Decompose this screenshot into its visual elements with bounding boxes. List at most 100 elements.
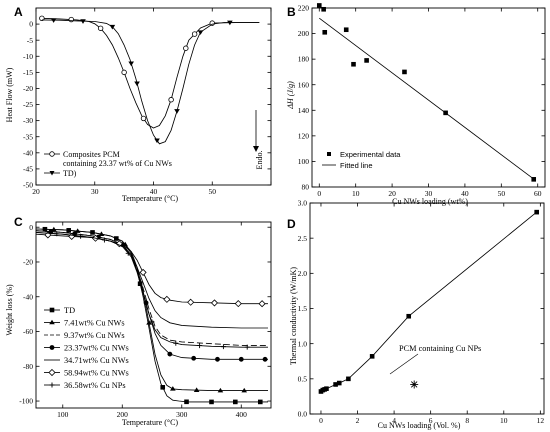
legend-entry-fitted-line: Fitted line bbox=[322, 161, 373, 170]
legend-label-7-41wt-cu-nws: 7.41wt% Cu NWs bbox=[64, 319, 125, 328]
panel-a-xtick-label: 50 bbox=[209, 187, 217, 196]
legend-entry-9-37wt-cu-nws: 9.37wt% Cu NWs bbox=[44, 331, 125, 340]
series-58-94wt-cu-nws-marker bbox=[187, 298, 195, 306]
legend-marker bbox=[49, 382, 55, 388]
panel-b-xtick-label: 20 bbox=[388, 189, 396, 198]
series-7-41wt-cu-nws-marker bbox=[170, 386, 176, 391]
series-td-marker bbox=[128, 61, 134, 67]
cu-nps-annotation-arrow bbox=[389, 353, 419, 375]
panel-a-ytick-label: -25 bbox=[23, 100, 33, 109]
series-composites-pcm-marker bbox=[68, 16, 74, 23]
experimental-data-point bbox=[321, 6, 326, 12]
series-36-58wt-cu-nps-line bbox=[35, 231, 268, 348]
legend-marker bbox=[48, 368, 56, 377]
panel-a-ytick-label: -30 bbox=[23, 116, 33, 125]
panel-b-xtick-label: 30 bbox=[425, 189, 433, 198]
panel-d-ytick-label: 2.0 bbox=[298, 269, 308, 278]
legend-entry-7-41wt-cu-nws: 7.41wt% Cu NWs bbox=[44, 319, 125, 328]
series-composites-pcm-marker bbox=[39, 15, 45, 21]
panel-c-plot-frame bbox=[35, 221, 272, 409]
series-23-37wt-cu-nws-marker bbox=[215, 356, 220, 362]
experimental-data-point bbox=[343, 27, 349, 33]
panel-d-xtick-label: 10 bbox=[500, 416, 508, 425]
series-58-94wt-cu-nws-marker bbox=[210, 299, 219, 307]
series-td-marker bbox=[257, 399, 263, 405]
panel-c-ylabel: Weight loss (%) bbox=[5, 284, 14, 336]
series-36-58wt-cu-nps-marker bbox=[78, 233, 84, 239]
experimental-data-point bbox=[364, 58, 369, 63]
series-58-94wt-cu-nws-marker bbox=[234, 300, 242, 308]
panel-b-ytick-label: 220 bbox=[298, 4, 310, 13]
legend-entry-td: TD bbox=[44, 306, 75, 315]
panel-d-xtick-label: 8 bbox=[465, 416, 469, 425]
panel-a-ytick-label: -10 bbox=[23, 52, 33, 61]
panel-b-xtick-label: 40 bbox=[461, 189, 469, 198]
series-36-58wt-cu-nps-marker bbox=[54, 231, 60, 237]
cu-nws-data-point bbox=[333, 382, 338, 387]
panel-a-xlabel: Temperature (°C) bbox=[122, 194, 179, 203]
legend-label-58-94wt-cu-nws: 58.94wt% Cu NWs bbox=[64, 369, 129, 378]
experimental-data-point bbox=[443, 110, 448, 116]
panel-b-label: B bbox=[287, 5, 296, 19]
legend-label-composites-pcm-line2: containing 23.37 wt% of Cu NWs bbox=[63, 159, 172, 168]
legend-entry-experimental-data: Experimental data bbox=[327, 150, 401, 159]
series-td-marker bbox=[134, 81, 140, 87]
panel-d-ylabel: Thermal conductivity (W/mK) bbox=[289, 267, 298, 366]
series-composites-pcm-marker bbox=[191, 31, 198, 37]
series-7-41wt-cu-nws-marker bbox=[98, 231, 105, 236]
panel-d-ytick-label: 0.0 bbox=[298, 410, 308, 419]
panel-b-ytick-label: 180 bbox=[298, 55, 310, 64]
panel-a-xtick-label: 40 bbox=[150, 187, 158, 196]
panel-b-xtick-label: 60 bbox=[534, 189, 542, 198]
series-td-marker bbox=[160, 385, 166, 390]
legend-label-fitted-line: Fitted line bbox=[340, 161, 373, 170]
experimental-data-point bbox=[351, 61, 356, 67]
experimental-data-point bbox=[316, 3, 322, 8]
series-td-marker bbox=[174, 109, 180, 114]
panel-d-xtick-label: 2 bbox=[356, 416, 360, 425]
panel-b-ytick-label: 200 bbox=[298, 29, 310, 38]
series-td-line bbox=[41, 19, 260, 145]
series-composites-pcm-marker bbox=[97, 25, 104, 31]
panel-c-xtick-label: 300 bbox=[176, 410, 188, 419]
legend-entry-td: TD) bbox=[44, 169, 77, 178]
series-58-94wt-cu-nws-marker bbox=[163, 295, 171, 303]
legend-label-composites-pcm-line1: Composites PCM bbox=[63, 150, 120, 159]
panel-a-ytick-label: -20 bbox=[23, 84, 33, 93]
panel-c-tga-chart: Temperature (°C) Weight loss (%) TD 7.41w… bbox=[5, 221, 272, 427]
series-composites-pcm-line bbox=[41, 17, 260, 129]
legend-label-34-71wt-cu-nws: 34.71wt% Cu NWs bbox=[64, 356, 129, 365]
panel-d-ytick-label: 2.5 bbox=[298, 234, 308, 243]
series-58-94wt-cu-nws-marker bbox=[139, 268, 147, 276]
panel-c-ytick-label: -60 bbox=[23, 327, 33, 336]
cu-nps-annotation: PCM containing Cu NPs bbox=[399, 344, 481, 353]
series-7-41wt-cu-nws-marker bbox=[193, 387, 200, 392]
cu-nps-data-point bbox=[410, 380, 419, 389]
panel-c-label: C bbox=[14, 215, 23, 229]
series-td-marker bbox=[227, 20, 233, 26]
panel-a-ytick-label: -45 bbox=[23, 165, 33, 174]
panel-d-xtick-label: 6 bbox=[429, 416, 433, 425]
series-composites-pcm-marker bbox=[183, 45, 189, 51]
series-td-marker bbox=[50, 18, 57, 23]
panel-b-ylabel: ΔH (J/g) bbox=[286, 81, 295, 110]
panel-c-xlabel: Temperature (°C) bbox=[122, 418, 179, 427]
panel-c-ytick-label: 0 bbox=[29, 223, 33, 232]
series-7-41wt-cu-nws-marker bbox=[146, 320, 152, 325]
panel-d-conductivity-chart: Cu NWs loading (Vol. %) Thermal conducti… bbox=[289, 199, 545, 430]
legend-entry-36-58wt-cu-nps: 36.58wt% Cu NPs bbox=[44, 381, 126, 390]
legend-entry-composites-pcm: Composites PCM containing 23.37 wt% of C… bbox=[44, 150, 172, 168]
series-composites-pcm-marker bbox=[140, 115, 147, 122]
endo-annotation: Endo. bbox=[255, 151, 264, 170]
panel-a-ytick-label: -15 bbox=[23, 68, 33, 77]
panel-a-ytick-label: -35 bbox=[23, 132, 33, 141]
panel-d-ytick-label: 0.5 bbox=[298, 374, 308, 383]
series-7-41wt-cu-nws-marker bbox=[217, 387, 224, 393]
series-58-94wt-cu-nws-marker bbox=[258, 300, 266, 308]
series-td-marker bbox=[197, 30, 204, 35]
panel-b-ytick-label: 100 bbox=[298, 157, 310, 166]
series-fitted-line-line bbox=[319, 17, 535, 180]
series-23-37wt-cu-nws-marker bbox=[262, 356, 268, 362]
series-23-37wt-cu-nws-marker bbox=[167, 351, 173, 357]
